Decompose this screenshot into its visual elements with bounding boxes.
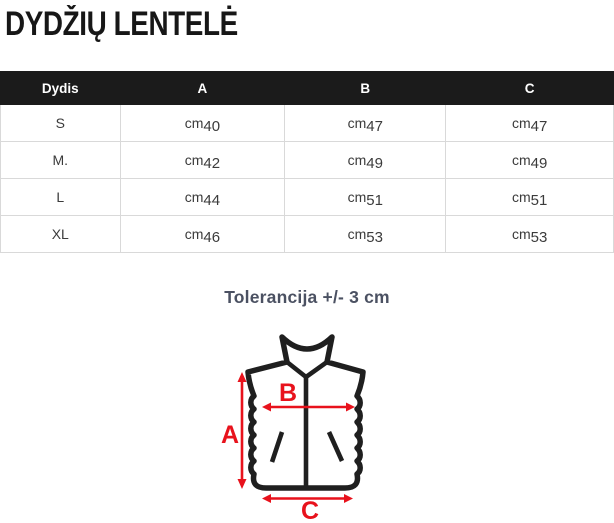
table-row: L cm44 cm51 cm51 <box>0 178 614 216</box>
measurement-cell: cm53 <box>284 215 447 253</box>
measurement-value: 46 <box>203 228 221 246</box>
table-row: M. cm42 cm49 cm49 <box>0 141 614 179</box>
size-table-header: Dydis A B C <box>0 71 614 105</box>
measure-c-label: C <box>301 497 319 523</box>
arrow-up-icon <box>237 372 247 382</box>
page-title: DYDŽIŲ LENTELĖ <box>5 5 238 43</box>
unit-label: cm <box>184 114 204 131</box>
unit-label: cm <box>184 151 204 168</box>
arrow-down-icon <box>237 479 247 489</box>
measurement-cell: cm47 <box>284 104 447 142</box>
measurement-value: 47 <box>366 117 383 135</box>
measure-a-label: A <box>221 421 239 449</box>
unit-label: cm <box>347 151 367 168</box>
column-header-b: B <box>284 71 447 105</box>
measurement-cell: cm47 <box>445 104 614 142</box>
measurement-value: 47 <box>530 117 548 135</box>
measurement-value: 53 <box>530 228 548 246</box>
measurement-cell: cm49 <box>445 141 614 179</box>
measurement-cell: cm53 <box>445 215 614 253</box>
measurement-cell: cm40 <box>119 104 286 142</box>
arrow-left-icon <box>262 494 271 503</box>
column-header-a: A <box>119 71 286 105</box>
arrow-right-icon <box>346 402 355 412</box>
tolerance-note: Tolerancija +/- 3 cm <box>224 287 390 307</box>
unit-label: cm <box>184 225 204 242</box>
right-pocket-slit <box>326 431 345 462</box>
size-cell: S <box>0 104 121 142</box>
unit-label: cm <box>347 225 367 242</box>
header-row: Dydis A B C <box>0 71 614 105</box>
measurement-value: 42 <box>203 154 221 172</box>
measurement-value: 51 <box>530 191 548 209</box>
measurement-cell: cm49 <box>284 141 447 179</box>
unit-label: cm <box>347 188 367 205</box>
table-row: XL cm46 cm53 cm53 <box>0 215 614 253</box>
unit-label: cm <box>511 114 531 131</box>
measurement-cell: cm51 <box>445 178 614 216</box>
size-table: Dydis A B C S cm40 cm47 cm47 M. cm42 cm4… <box>0 71 614 253</box>
unit-label: cm <box>347 114 367 131</box>
size-cell: M. <box>0 141 121 179</box>
unit-label: cm <box>511 188 531 205</box>
measurement-value: 51 <box>366 191 383 209</box>
measurement-cell: cm42 <box>119 141 286 179</box>
measurement-cell: cm44 <box>119 178 286 216</box>
arrow-right-icon <box>344 494 353 503</box>
left-pocket-slit <box>269 431 285 463</box>
measurement-value: 44 <box>203 191 221 209</box>
size-cell: L <box>0 178 121 216</box>
size-cell: XL <box>0 215 121 253</box>
arrow-left-icon <box>262 402 271 412</box>
unit-label: cm <box>184 188 204 205</box>
unit-label: cm <box>511 151 531 168</box>
unit-label: cm <box>511 225 531 242</box>
measurement-cell: cm46 <box>119 215 286 253</box>
table-row: S cm40 cm47 cm47 <box>0 104 614 142</box>
column-header-c: C <box>445 71 614 105</box>
measurement-value: 40 <box>203 117 221 135</box>
measurement-value: 53 <box>366 228 383 246</box>
measurement-value: 49 <box>366 154 383 172</box>
column-header-size: Dydis <box>0 71 121 105</box>
vest-measurement-diagram: A B C <box>221 334 366 523</box>
measure-b-label: B <box>279 379 297 407</box>
measurement-cell: cm51 <box>284 178 447 216</box>
measurement-value: 49 <box>530 154 548 172</box>
